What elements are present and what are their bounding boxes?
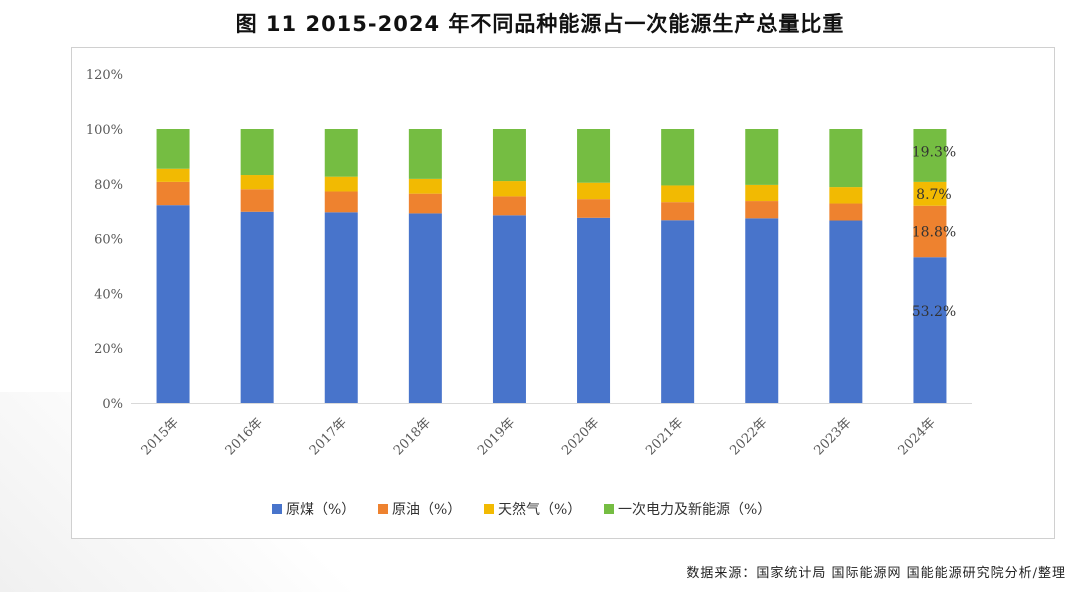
- x-tick-label: 2023年: [811, 415, 854, 458]
- stacked-bar-chart: 0% 20% 40% 60% 80% 100% 120% 2015年 2016年 2017年 201…: [86, 68, 972, 518]
- legend-swatch: [484, 504, 494, 514]
- bar-segment: [240, 129, 274, 176]
- bar-segment: [324, 212, 358, 403]
- legend-label: 原油（%）: [392, 502, 461, 518]
- bar-segment: [913, 129, 947, 182]
- bar-segment: [408, 129, 442, 179]
- bar-segment: [324, 191, 358, 213]
- x-tick-label: 2020年: [559, 415, 602, 458]
- bar-segment: [492, 215, 526, 403]
- bar-segment: [913, 205, 947, 258]
- legend-label: 天然气（%）: [498, 501, 581, 518]
- bar-segment: [661, 129, 695, 186]
- bar-segment: [492, 129, 526, 182]
- x-tick-label: 2021年: [643, 415, 686, 458]
- data-label: 53.2%: [912, 304, 956, 320]
- data-source: 数据来源：国家统计局 国际能源网 国能能源研究院分析/整理: [686, 566, 1066, 581]
- bar-segment: [324, 129, 358, 177]
- legend-label: 原煤（%）: [286, 502, 355, 518]
- bar-segment: [829, 220, 863, 403]
- bar-segment: [324, 176, 358, 192]
- x-tick-label: 2024年: [896, 415, 939, 458]
- bar-segment: [661, 202, 695, 221]
- bar-segment: [577, 129, 611, 183]
- bar-segment: [240, 211, 274, 403]
- bar-segment: [408, 213, 442, 403]
- y-tick-label: 40%: [94, 287, 123, 302]
- y-tick-label: 100%: [86, 123, 123, 138]
- bar-segment: [829, 203, 863, 221]
- data-label: 8.7%: [916, 187, 952, 203]
- bar-segment: [661, 220, 695, 403]
- bar-segment: [745, 184, 779, 202]
- bar-segment: [408, 193, 442, 214]
- legend-swatch: [378, 504, 388, 514]
- data-label: 19.3%: [912, 144, 956, 160]
- bar-segment: [240, 189, 274, 212]
- y-tick-label: 120%: [86, 68, 123, 83]
- y-tick-label: 0%: [102, 397, 123, 412]
- bar-segment: [156, 168, 190, 182]
- bar-segment: [745, 201, 779, 219]
- x-tick-label: 2018年: [391, 415, 434, 458]
- bar-segment: [577, 217, 611, 403]
- legend-swatch: [272, 504, 282, 514]
- bar-segment: [492, 181, 526, 197]
- bar-segment: [745, 218, 779, 403]
- x-tick-label: 2015年: [139, 415, 182, 458]
- bar-segment: [829, 187, 863, 204]
- bar-segment: [577, 199, 611, 218]
- bar-segment: [156, 205, 190, 403]
- bar-segment: [577, 182, 611, 200]
- y-tick-label: 20%: [94, 342, 123, 357]
- x-tick-label: 2019年: [475, 415, 518, 458]
- bar-segment: [492, 196, 526, 216]
- bar-segment: [240, 175, 274, 190]
- bar-segment: [156, 181, 190, 206]
- legend-swatch: [604, 504, 614, 514]
- chart-title: 图 11 2015-2024 年不同品种能源占一次能源生产总量比重: [235, 12, 845, 36]
- y-tick-label: 60%: [94, 233, 123, 248]
- x-tick-label: 2017年: [307, 415, 350, 458]
- x-tick-label: 2016年: [223, 415, 266, 458]
- data-label: 18.8%: [912, 224, 956, 240]
- bar-segment: [408, 178, 442, 194]
- chart-frame: 0% 20% 40% 60% 80% 100% 120% 2015年 2016年 2017年 201…: [71, 47, 1055, 539]
- bar-segment: [745, 129, 779, 185]
- bar-segment: [913, 257, 947, 403]
- y-tick-label: 80%: [94, 178, 123, 193]
- bar-segment: [661, 185, 695, 203]
- bar-segment: [829, 129, 863, 188]
- bar-segment: [156, 129, 190, 169]
- x-tick-label: 2022年: [727, 415, 770, 458]
- bar-segment: [913, 181, 947, 206]
- legend-label: 一次电力及新能源（%）: [618, 502, 771, 518]
